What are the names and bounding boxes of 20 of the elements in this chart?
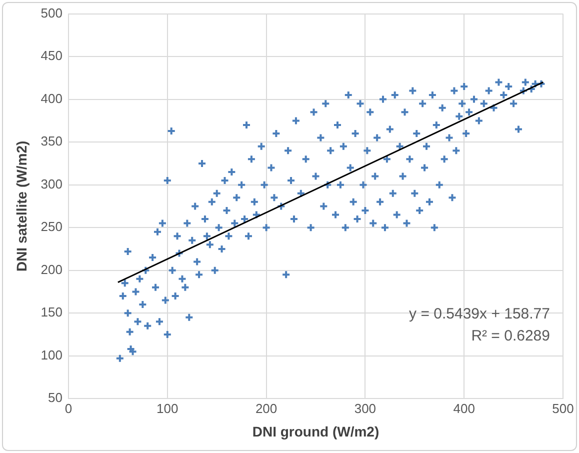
annotation: y = 0.5439x + 158.77 [409, 306, 550, 323]
x-tick-label: 0 [64, 400, 72, 416]
y-tick-label: 450 [40, 48, 62, 64]
y-tick-label: 100 [40, 347, 62, 362]
x-tick-label: 400 [453, 400, 475, 416]
y-axis-title: DNI satellite (W/m2) [13, 140, 30, 272]
x-tick-label: 500 [552, 400, 574, 416]
y-tick-label: 400 [40, 90, 62, 106]
x-tick-label: 200 [255, 400, 278, 416]
y-tick-label: 300 [40, 176, 62, 192]
y-tick-label: 250 [40, 219, 62, 234]
y-tick-label: 350 [40, 134, 62, 149]
y-tick-label: 150 [40, 304, 62, 320]
y-tick-label: 500 [40, 5, 62, 20]
annotation: R² = 0.6289 [471, 328, 550, 345]
y-tick-label: 50 [48, 390, 62, 406]
x-tick-label: 300 [354, 400, 376, 416]
y-tick-label: 200 [40, 262, 62, 277]
x-tick-label: 100 [156, 400, 178, 416]
x-axis-title: DNI ground (W/m2) [252, 423, 380, 440]
